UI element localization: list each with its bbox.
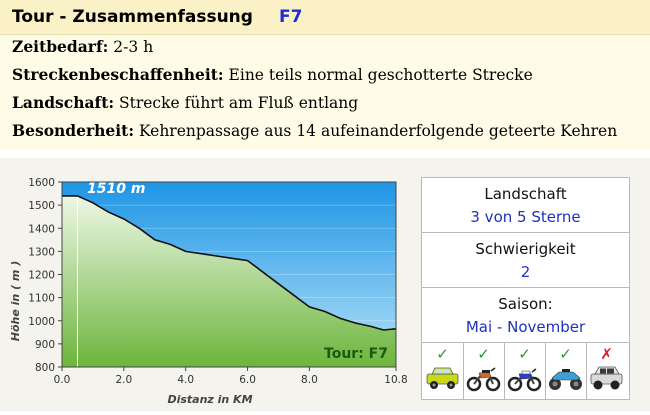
x-axis-ticks: 0.0 2.0 4.0 6.0 8.0 10.8 [54,367,408,386]
y-tick-label: 1200 [28,270,55,282]
motorcycle-icon [466,367,501,392]
y-tick-label: 1300 [28,246,55,258]
rating-saison: Saison: Mai - November [422,288,629,343]
info-value: Kehrenpassage aus 14 aufeinanderfolgende… [134,122,618,140]
vehicle-motorcycle-enduro: ✓ [463,343,505,399]
vehicle-car: ✓ [422,343,464,399]
check-icon: ✓ [477,345,490,363]
rating-landschaft: Landschaft 3 von 5 Sterne [422,178,629,233]
y-tick-label: 1400 [28,223,55,235]
info-value: Eine teils normal geschotterte Strecke [223,66,533,84]
vehicle-suitability: ✓ ✓ ✓ [422,343,629,399]
vehicle-quad: ✓ [545,343,587,399]
info-row-besonderheit: Besonderheit: Kehrenpassage aus 14 aufei… [12,121,617,141]
elevation-chart-svg: 1600 1500 1400 1300 1200 1100 1000 900 800 0.0 2.… [9,177,408,406]
vehicle-car-offroad: ✗ [586,343,627,399]
rating-value: Mai - November [465,318,586,336]
info-label: Besonderheit: [12,121,135,140]
car-icon [426,367,459,389]
rating-label: Saison: [498,295,553,313]
info-row-zeitbedarf: Zeitbedarf: 2-3 h [12,37,153,57]
elevation-area [62,195,396,367]
peak-label: 1510 m [87,181,145,197]
x-axis-title: Distanz in KM [167,393,252,406]
info-label: Streckenbeschaffenheit: [12,65,224,84]
motorcycle-icon [507,368,542,392]
tour-label: Tour: F7 [324,346,388,362]
tour-summary-header: Tour - Zusammenfassung F7 [0,0,650,35]
x-tick-label: 6.0 [239,374,256,386]
cross-icon: ✗ [600,345,613,363]
x-tick-label: 2.0 [116,374,133,386]
vehicle-motorcycle: ✓ [504,343,546,399]
y-tick-label: 1500 [28,200,55,212]
check-icon: ✓ [436,345,449,363]
y-tick-label: 900 [35,339,55,351]
y-axis-title: Höhe in ( m ) [9,261,22,342]
tour-info-panel: Zeitbedarf: 2-3 h Streckenbeschaffenheit… [0,35,650,149]
tour-code: F7 [279,7,303,27]
check-icon: ✓ [559,345,572,363]
info-row-landschaft: Landschaft: Strecke führt am Fluß entlan… [12,93,358,113]
rating-label: Schwierigkeit [475,240,576,258]
quad-icon [549,369,582,390]
y-tick-label: 1000 [28,316,55,328]
elevation-chart: 1600 1500 1400 1300 1200 1100 1000 900 800 0.0 2.… [0,158,410,411]
y-tick-label: 800 [35,362,55,374]
info-label: Zeitbedarf: [12,37,109,56]
rating-value: 3 von 5 Sterne [470,208,581,226]
check-icon: ✓ [518,345,531,363]
y-axis-ticks: 1600 1500 1400 1300 1200 1100 1000 900 800 [28,177,62,374]
header-title: Tour - Zusammenfassung [12,7,253,27]
rating-value: 2 [520,263,531,281]
x-tick-label: 10.8 [384,374,407,386]
y-tick-label: 1600 [28,177,55,189]
x-tick-label: 0.0 [54,374,71,386]
car-icon [590,366,623,390]
x-tick-label: 8.0 [301,374,318,386]
info-value: Strecke führt am Fluß entlang [114,94,359,112]
ratings-panel: Landschaft 3 von 5 Sterne Schwierigkeit … [421,177,630,400]
x-tick-label: 4.0 [177,374,194,386]
y-tick-label: 1100 [28,293,55,305]
rating-schwierigkeit: Schwierigkeit 2 [422,233,629,288]
elevation-line [62,195,397,331]
info-label: Landschaft: [12,93,115,112]
info-row-streckenbeschaffenheit: Streckenbeschaffenheit: Eine teils norma… [12,65,533,85]
rating-label: Landschaft [484,185,567,203]
info-value: 2-3 h [108,38,154,56]
